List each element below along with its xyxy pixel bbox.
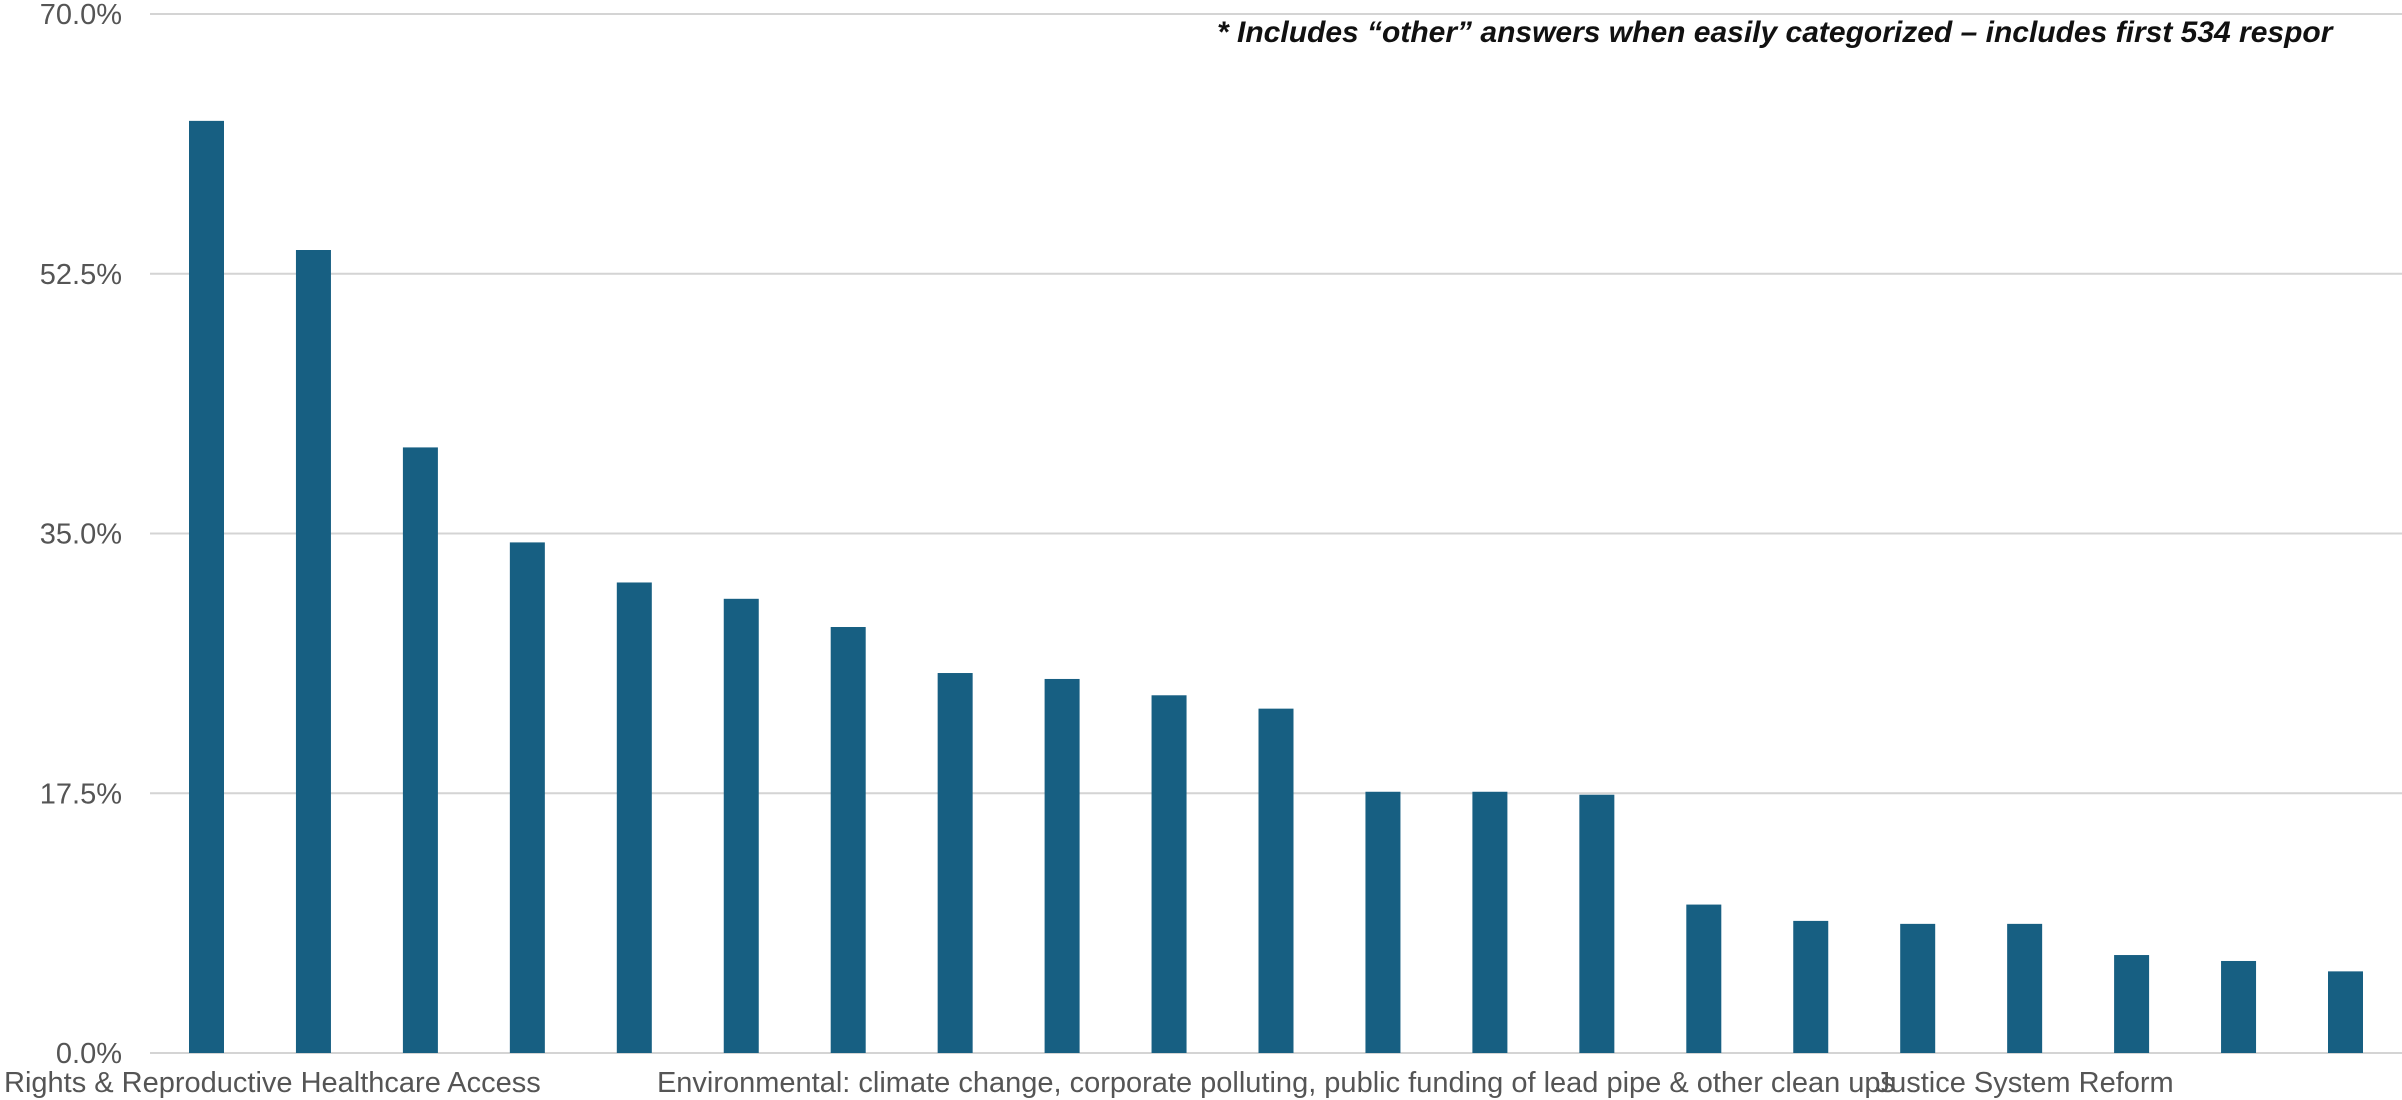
x-tick-label: Rights & Reproductive Healthcare Access — [4, 1067, 541, 1099]
y-tick-label: 70.0% — [40, 0, 122, 31]
chart-annotation: * Includes “other” answers when easily c… — [1217, 16, 2335, 49]
bar — [830, 627, 866, 1053]
x-axis-labels: Rights & Reproductive Healthcare Access E… — [4, 1067, 2174, 1099]
x-tick-label: Justice System Reform — [1876, 1067, 2174, 1099]
bar — [2328, 971, 2363, 1053]
bar — [937, 673, 973, 1053]
bar — [2114, 955, 2150, 1053]
bars — [189, 120, 2363, 1053]
bar — [1151, 695, 1187, 1053]
bar — [1258, 708, 1294, 1053]
bar — [295, 250, 331, 1053]
bar — [1472, 791, 1508, 1053]
bar — [2221, 960, 2257, 1053]
bar — [509, 542, 545, 1053]
y-tick-label: 52.5% — [40, 259, 122, 291]
bar — [1044, 678, 1080, 1053]
bar — [1365, 791, 1401, 1053]
x-tick-label: Environmental: climate change, corporate… — [657, 1067, 1895, 1099]
bar — [1686, 904, 1722, 1053]
bar — [1793, 920, 1829, 1053]
bar — [402, 447, 438, 1053]
y-tick-label: 0.0% — [56, 1038, 122, 1070]
bar — [1900, 923, 1936, 1053]
bar — [616, 582, 652, 1053]
bar — [723, 598, 759, 1053]
bar — [1579, 794, 1615, 1053]
y-tick-label: 17.5% — [40, 778, 122, 810]
y-tick-label: 35.0% — [40, 519, 122, 551]
bar — [189, 120, 224, 1053]
y-axis-ticks: 0.0% 17.5% 35.0% 52.5% 70.0% — [40, 0, 122, 1070]
bar — [2007, 923, 2043, 1053]
